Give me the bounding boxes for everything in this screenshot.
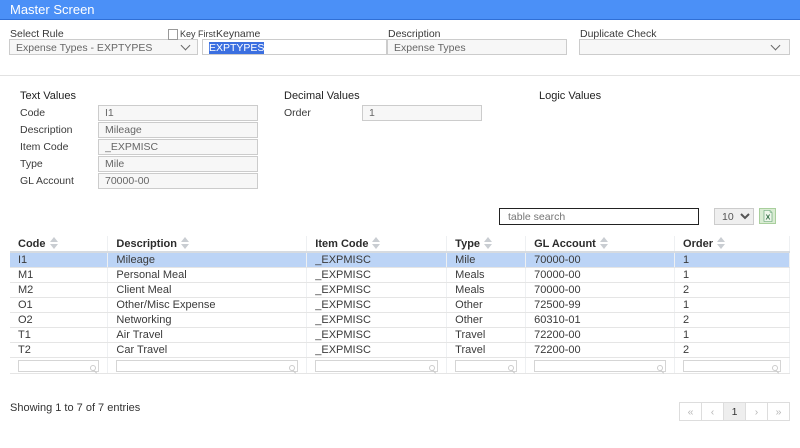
svg-text:X: X: [765, 214, 770, 221]
